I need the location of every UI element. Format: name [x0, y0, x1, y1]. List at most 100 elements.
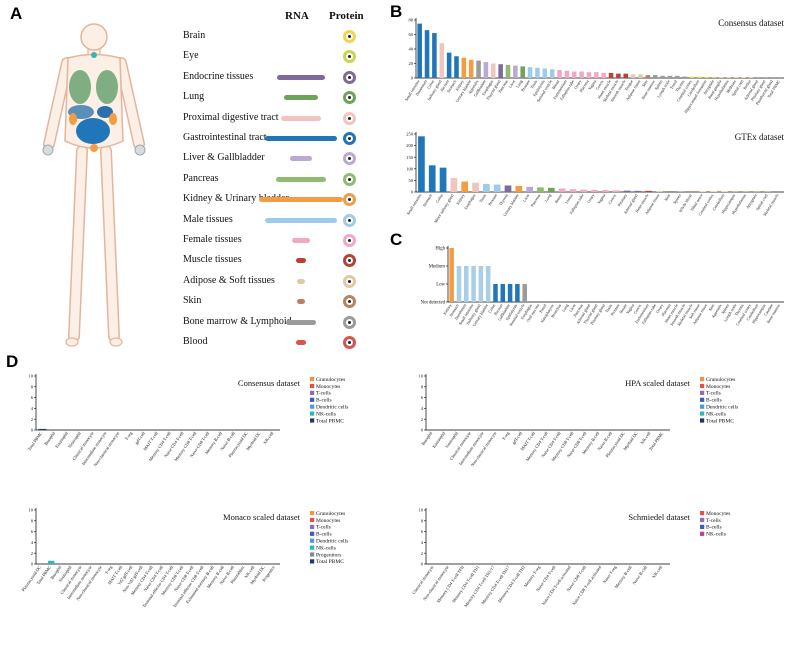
left-arm-fill	[44, 58, 72, 149]
x-tick-label: T-reg	[124, 430, 134, 441]
bar	[623, 73, 629, 78]
x-tick-label: Kidney	[442, 303, 452, 316]
bar	[463, 266, 469, 302]
right-kidney-shape	[109, 113, 117, 125]
tissue-row: Kidney & Urinary bladder	[183, 189, 389, 209]
legend-label: Monocytes	[706, 384, 730, 390]
x-tick-label: NK-cell	[262, 430, 274, 445]
tissue-name: Liver & Gallbladder	[183, 152, 265, 164]
bar	[526, 186, 534, 192]
chart-title: Consensus dataset	[238, 378, 301, 388]
protein-icon	[343, 274, 356, 288]
bar	[711, 76, 717, 78]
y-tick-label: 10	[29, 374, 34, 379]
rna-expression-bar	[259, 197, 343, 203]
bar	[515, 185, 523, 192]
bar	[580, 189, 588, 192]
x-tick-label: Colon	[426, 79, 435, 90]
left-lung-shape	[69, 70, 91, 104]
protein-icon	[343, 172, 356, 186]
tissue-row: Liver & Gallbladder	[183, 148, 389, 168]
protein-level-chart: Not detected Low Medium High Kidney Stomach Du…	[396, 240, 788, 369]
x-tick-label: Placenta	[660, 303, 672, 317]
legend-label: Granulocytes	[316, 377, 345, 383]
protein-icon-dot	[348, 157, 351, 161]
rna-expression-bar	[286, 319, 316, 325]
consensus-immune-chart: 0 2 4 6 8 10 Total PBMC Basophil Eosinophil Neutr…	[16, 364, 388, 501]
x-tick-label: Naive T-reg	[602, 564, 618, 584]
tissue-name: Gastrointestinal tract	[183, 132, 267, 143]
y-tick-label: 200	[406, 143, 414, 148]
tissue-row: Skin	[183, 291, 389, 311]
y-tick-label: 4	[421, 406, 424, 411]
protein-icon-dot	[348, 300, 351, 304]
bar	[38, 428, 47, 430]
bar	[549, 69, 555, 78]
x-tick-label: Non-classical monocyte	[470, 431, 498, 468]
y-tick-label: 2	[421, 551, 423, 556]
legend-swatch	[700, 511, 705, 516]
legend-label: Total PBMC	[316, 418, 344, 424]
y-tick-label: 20	[409, 61, 414, 66]
y-tick-label: 0	[421, 428, 424, 433]
tissue-row: Eye	[183, 46, 389, 66]
tissue-name: Blood	[183, 336, 208, 347]
rna-expression-bar	[277, 74, 325, 80]
tissue-row: Female tissues	[183, 230, 389, 250]
legend-label: T-cells	[316, 525, 331, 531]
x-tick-label: Cervix	[632, 303, 642, 315]
legend-label: Monocytes	[316, 518, 340, 524]
legend-label: Dendritic cells	[316, 405, 348, 411]
legend-swatch	[310, 397, 315, 402]
bar	[439, 167, 447, 192]
legend-swatch	[310, 559, 315, 564]
y-tick-label: 8	[421, 518, 424, 523]
y-tick-label: 150	[406, 155, 414, 160]
consensus-tissue-chart: 0 20 40 60 80 Small intestine Duodenum Colon Sal…	[396, 8, 788, 125]
x-tick-label: Testis	[529, 79, 538, 90]
x-tick-label: NK-cell	[640, 430, 652, 445]
protein-icon-dot	[348, 116, 351, 120]
legend-swatch	[700, 404, 705, 409]
y-tick-label: 100	[406, 166, 414, 171]
chart-title: Monaco scaled dataset	[223, 512, 301, 522]
x-tick-label: Ovary	[655, 303, 665, 314]
bar	[547, 187, 555, 192]
legend-label: T-cells	[706, 518, 721, 524]
y-tick-label: 4	[31, 406, 34, 411]
protein-icon	[343, 70, 356, 84]
tissue-row: Proximal digestive tract	[183, 108, 389, 128]
bar	[482, 183, 490, 192]
right-foot	[109, 337, 123, 347]
schmiedel-immune-chart: 0 2 4 6 8 10 Classical monocyte Non-classical m…	[406, 498, 778, 650]
x-tick-label: T-reg	[501, 430, 511, 441]
tissue-name: Brain	[183, 30, 206, 41]
y-tick-label: 8	[421, 384, 424, 389]
bar	[586, 72, 592, 78]
bar	[645, 75, 651, 78]
bar	[520, 66, 526, 78]
intestines-shape	[76, 118, 110, 144]
protein-icon-dot	[348, 96, 351, 100]
x-tick-label: Rectum	[439, 78, 450, 92]
legend-swatch	[700, 524, 705, 529]
right-lung-shape	[96, 70, 118, 104]
tissue-row: Muscle tissues	[183, 250, 389, 270]
rna-expression-bar	[284, 95, 318, 101]
legend-swatch	[310, 511, 315, 516]
limb-fills	[44, 58, 144, 341]
x-tick-label: Memory CD4 T-cell TFH	[436, 565, 465, 604]
tissue-name: Skin	[183, 295, 202, 307]
bar	[527, 67, 533, 78]
rna-expression-bar	[297, 278, 305, 284]
bar	[522, 284, 527, 302]
legend-label: T-cells	[706, 391, 721, 397]
x-tick-label: Breast	[551, 78, 561, 90]
legend-label: Total PBMC	[706, 418, 734, 424]
y-tick-label: 0	[31, 562, 34, 567]
y-tick-label: Not detected	[421, 301, 446, 306]
tissue-row: Endocrine tissues	[183, 67, 389, 87]
bar	[601, 72, 606, 78]
x-tick-label: Naive B-cell	[631, 564, 648, 585]
